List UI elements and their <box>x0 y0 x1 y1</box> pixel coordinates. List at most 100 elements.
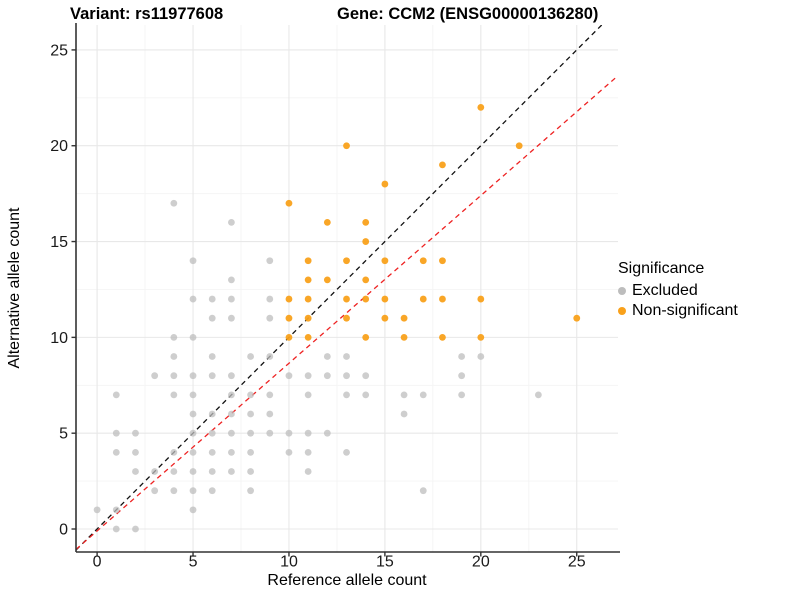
y-tick-label: 15 <box>50 234 68 251</box>
data-point-non-significant <box>343 257 350 265</box>
data-point-excluded <box>304 448 312 456</box>
data-point-excluded <box>170 372 178 380</box>
data-point-non-significant <box>477 295 485 303</box>
data-point-excluded <box>132 468 139 475</box>
data-point-excluded <box>247 391 254 399</box>
data-point-excluded <box>323 372 331 380</box>
data-point-excluded <box>343 372 350 380</box>
data-point-non-significant <box>285 333 293 341</box>
data-point-excluded <box>189 391 197 399</box>
data-point-non-significant <box>381 257 389 265</box>
data-point-non-significant <box>304 295 312 303</box>
x-tick-label: 20 <box>472 554 490 571</box>
data-point-excluded <box>266 353 274 360</box>
data-point-excluded <box>228 314 235 322</box>
legend: Significance Excluded Non-significant <box>618 260 738 322</box>
plot-title-gene: Gene: CCM2 (ENSG00000136280) <box>337 5 599 23</box>
data-point-excluded <box>228 372 235 380</box>
data-point-excluded <box>343 353 350 360</box>
data-point-excluded <box>208 487 216 495</box>
data-point-non-significant <box>419 257 427 265</box>
data-point-excluded <box>189 468 197 475</box>
data-point-excluded <box>208 372 216 380</box>
data-point-excluded <box>208 314 216 322</box>
data-point-excluded <box>189 295 197 303</box>
data-point-excluded <box>189 372 197 380</box>
identity-line <box>76 25 603 551</box>
data-point-excluded <box>189 506 197 514</box>
data-point-non-significant <box>477 104 485 111</box>
data-point-excluded <box>400 410 408 418</box>
data-point-excluded <box>189 410 197 418</box>
legend-dot-excluded <box>618 287 626 295</box>
data-point-non-significant <box>439 333 446 341</box>
data-point-excluded <box>189 257 197 265</box>
data-point-excluded <box>208 410 216 418</box>
data-point-excluded <box>304 391 312 399</box>
data-point-non-significant <box>381 295 389 303</box>
y-tick-label: 25 <box>50 42 68 59</box>
data-point-excluded <box>247 448 254 456</box>
legend-item-excluded: Excluded <box>618 282 738 300</box>
data-point-excluded <box>247 410 254 418</box>
data-point-non-significant <box>304 333 312 341</box>
y-tick-label: 5 <box>59 426 68 443</box>
data-point-excluded <box>132 525 139 533</box>
x-axis-title: Reference allele count <box>267 572 427 589</box>
data-point-excluded <box>93 506 101 514</box>
data-point-excluded <box>266 295 274 303</box>
data-point-excluded <box>132 448 139 456</box>
data-point-non-significant <box>515 142 523 150</box>
data-point-non-significant <box>439 257 446 265</box>
data-point-excluded <box>247 487 254 495</box>
data-point-excluded <box>132 429 139 437</box>
data-point-non-significant <box>285 199 293 207</box>
data-point-excluded <box>266 410 274 418</box>
data-point-excluded <box>323 353 331 360</box>
data-point-excluded <box>208 353 216 360</box>
data-point-excluded <box>170 353 178 360</box>
data-point-excluded <box>266 391 274 399</box>
x-tick-label: 5 <box>189 554 198 571</box>
data-point-non-significant <box>285 314 293 322</box>
data-point-excluded <box>170 448 178 456</box>
data-point-non-significant <box>362 276 370 284</box>
data-point-excluded <box>170 199 178 207</box>
data-point-non-significant <box>381 180 389 188</box>
data-point-excluded <box>151 487 159 495</box>
y-axis-title: Alternative allele count <box>6 207 23 369</box>
data-point-non-significant <box>304 314 312 322</box>
data-point-non-significant <box>419 295 427 303</box>
data-point-excluded <box>304 429 312 437</box>
data-point-excluded <box>228 448 235 456</box>
legend-label-excluded: Excluded <box>632 282 698 299</box>
data-point-non-significant <box>304 257 312 265</box>
data-point-excluded <box>304 468 312 475</box>
data-point-non-significant <box>381 314 389 322</box>
x-tick-label: 10 <box>280 554 298 571</box>
data-point-excluded <box>400 391 408 399</box>
data-point-excluded <box>285 429 293 437</box>
x-tick-label: 25 <box>568 554 586 571</box>
x-tick-label: 15 <box>376 554 394 571</box>
data-point-excluded <box>170 391 178 399</box>
data-point-excluded <box>247 468 254 475</box>
data-point-excluded <box>323 429 331 437</box>
data-point-excluded <box>189 333 197 341</box>
data-point-excluded <box>228 391 235 399</box>
data-point-non-significant <box>573 314 581 322</box>
data-point-excluded <box>228 218 235 226</box>
data-point-excluded <box>247 429 254 437</box>
data-point-excluded <box>458 391 466 399</box>
data-point-non-significant <box>304 276 312 284</box>
data-point-excluded <box>266 429 274 437</box>
data-point-excluded <box>170 333 178 341</box>
data-point-excluded <box>285 372 293 380</box>
data-point-excluded <box>228 295 235 303</box>
data-point-excluded <box>477 353 485 360</box>
data-point-excluded <box>419 391 427 399</box>
data-point-excluded <box>266 314 274 322</box>
y-tick-label: 0 <box>59 522 68 539</box>
data-point-excluded <box>189 448 197 456</box>
